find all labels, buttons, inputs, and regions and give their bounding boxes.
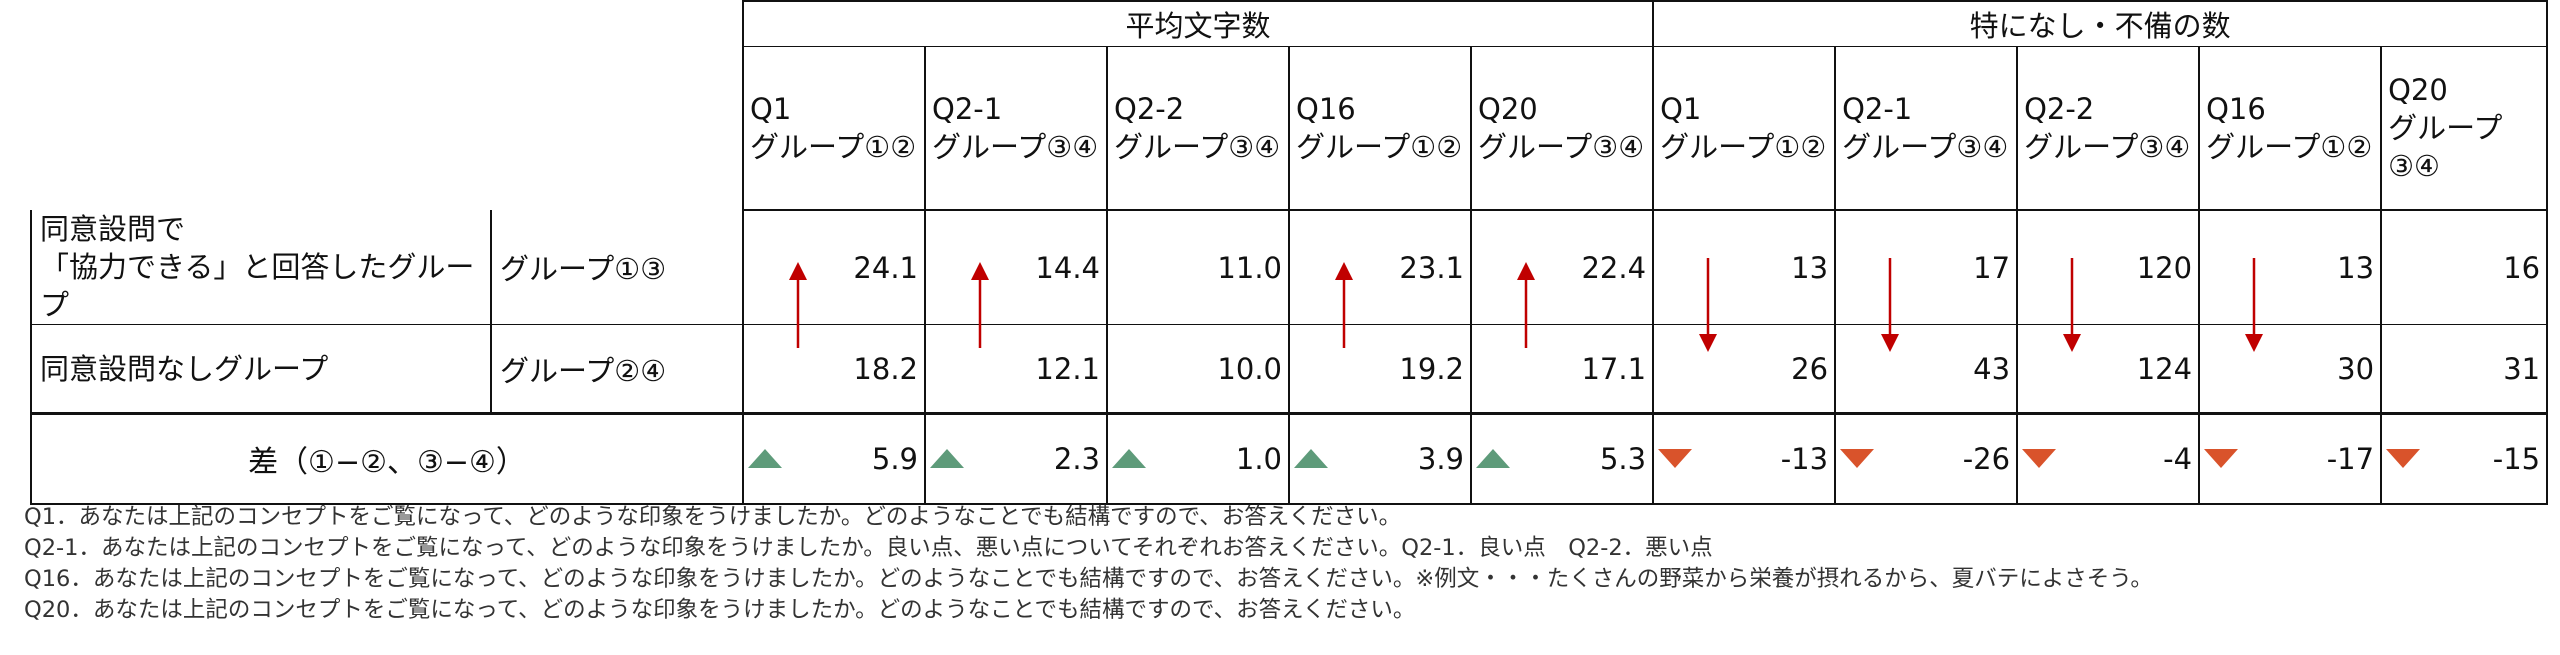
up-triangle-icon bbox=[1112, 449, 1146, 468]
note-q16: Q16．あなたは上記のコンセプトをご覧になって、どのような印象をうけましたか。ど… bbox=[24, 566, 2153, 592]
note-q20: Q20．あなたは上記のコンセプトをご覧になって、どのような印象をうけましたか。ど… bbox=[24, 597, 1416, 623]
row-label-agree-group: 同意設問で 「協力できる」と回答したグループ bbox=[30, 210, 492, 325]
diff-value: -13 bbox=[1780, 442, 1829, 476]
diff-cell: -4 bbox=[2017, 413, 2201, 505]
group-header-none-count: 特になし・不備の数 bbox=[1653, 0, 2549, 47]
diff-value: -26 bbox=[1962, 442, 2011, 476]
diff-value: -15 bbox=[2492, 442, 2541, 476]
table-row: 同意設問で 「協力できる」と回答したグループ グループ①③ 24.1 14.4 1… bbox=[30, 210, 2549, 325]
col-header-5: Q1 グループ①② bbox=[1653, 46, 1837, 211]
col-header-9: Q20 グループ③④ bbox=[2381, 46, 2549, 211]
group-header-avg-chars: 平均文字数 bbox=[741, 0, 1655, 47]
value-cell: 14.4 bbox=[925, 210, 1108, 325]
value-cell: 120 bbox=[2017, 210, 2201, 325]
value-cell: 17 bbox=[1835, 210, 2019, 325]
col-header-1: Q2-1 グループ③④ bbox=[925, 46, 1108, 211]
value-cell: 17.1 bbox=[1471, 324, 1655, 415]
diff-value: -4 bbox=[2163, 442, 2193, 476]
value-cell: 11.0 bbox=[1107, 210, 1290, 325]
up-triangle-icon bbox=[1476, 449, 1510, 468]
value-cell: 13 bbox=[2199, 210, 2383, 325]
value-cell: 12.1 bbox=[925, 324, 1108, 415]
comparison-table: 平均文字数 特になし・不備の数 Q1 グループ①② Q2-1 グループ③④ Q2-2… bbox=[30, 0, 2549, 505]
down-triangle-icon bbox=[2022, 449, 2057, 468]
down-triangle-icon bbox=[1658, 449, 1693, 468]
down-triangle-icon bbox=[2386, 449, 2421, 468]
value-cell: 24.1 bbox=[743, 210, 926, 325]
down-triangle-icon bbox=[2204, 449, 2239, 468]
diff-cell: 1.0 bbox=[1107, 413, 1290, 505]
value-cell: 124 bbox=[2017, 324, 2201, 415]
value-cell: 23.1 bbox=[1289, 210, 1472, 325]
row-label-no-agree-group: 同意設問なしグループ bbox=[30, 324, 492, 415]
question-header-row: Q1 グループ①② Q2-1 グループ③④ Q2-2 グループ③④ Q16 グループ①②… bbox=[31, 46, 2549, 211]
diff-cell: -17 bbox=[2199, 413, 2383, 505]
diff-cell: 5.3 bbox=[1471, 413, 1655, 505]
diff-cell: 5.9 bbox=[743, 413, 926, 505]
value-cell: 22.4 bbox=[1471, 210, 1655, 325]
up-triangle-icon bbox=[748, 449, 782, 468]
diff-value: 5.9 bbox=[871, 442, 918, 476]
note-q2: Q2-1．あなたは上記のコンセプトをご覧になって、どのような印象をうけましたか。… bbox=[24, 535, 1713, 561]
diff-value: 3.9 bbox=[1417, 442, 1464, 476]
value-cell: 18.2 bbox=[743, 324, 926, 415]
diff-cell: 3.9 bbox=[1289, 413, 1472, 505]
diff-value: 2.3 bbox=[1053, 442, 1100, 476]
note-q1: Q1．あなたは上記のコンセプトをご覧になって、どのような印象をうけましたか。どの… bbox=[24, 504, 1402, 530]
col-header-4: Q20 グループ③④ bbox=[1471, 46, 1655, 211]
row-group-13: グループ①③ bbox=[491, 210, 744, 325]
value-cell: 31 bbox=[2381, 324, 2549, 415]
col-header-6: Q2-1 グループ③④ bbox=[1835, 46, 2019, 211]
diff-cell: -26 bbox=[1835, 413, 2019, 505]
value-cell: 16 bbox=[2381, 210, 2549, 325]
col-header-8: Q16 グループ①② bbox=[2199, 46, 2383, 211]
value-cell: 19.2 bbox=[1289, 324, 1472, 415]
value-cell: 26 bbox=[1653, 324, 1837, 415]
value-cell: 10.0 bbox=[1107, 324, 1290, 415]
down-triangle-icon bbox=[1840, 449, 1875, 468]
col-header-3: Q16 グループ①② bbox=[1289, 46, 1472, 211]
up-triangle-icon bbox=[930, 449, 964, 468]
table-row: 同意設問なしグループ グループ②④ 18.2 12.1 10.0 19.2 17… bbox=[30, 324, 2549, 415]
col-header-0: Q1 グループ①② bbox=[742, 46, 926, 211]
diff-cell: -13 bbox=[1653, 413, 1837, 505]
group-header-row: 平均文字数 特になし・不備の数 bbox=[31, 0, 2549, 47]
diff-value: 1.0 bbox=[1235, 442, 1282, 476]
value-cell: 43 bbox=[1835, 324, 2019, 415]
question-notes: Q1．あなたは上記のコンセプトをご覧になって、どのような印象をうけましたか。どの… bbox=[24, 502, 2153, 626]
diff-value: 5.3 bbox=[1599, 442, 1647, 476]
diff-cell: -15 bbox=[2381, 413, 2549, 505]
diff-value: -17 bbox=[2326, 442, 2375, 476]
value-cell: 30 bbox=[2199, 324, 2383, 415]
row-group-24: グループ②④ bbox=[491, 324, 744, 415]
diff-cell: 2.3 bbox=[925, 413, 1108, 505]
col-header-2: Q2-2 グループ③④ bbox=[1107, 46, 1290, 211]
difference-label: 差（①−②、③−④） bbox=[30, 413, 744, 505]
up-triangle-icon bbox=[1294, 449, 1328, 468]
col-header-7: Q2-2 グループ③④ bbox=[2017, 46, 2201, 211]
value-cell: 13 bbox=[1653, 210, 1837, 325]
difference-row: 差（①−②、③−④） 5.9 2.3 1.0 3.9 5.3 -13 -26 -… bbox=[30, 413, 2549, 505]
